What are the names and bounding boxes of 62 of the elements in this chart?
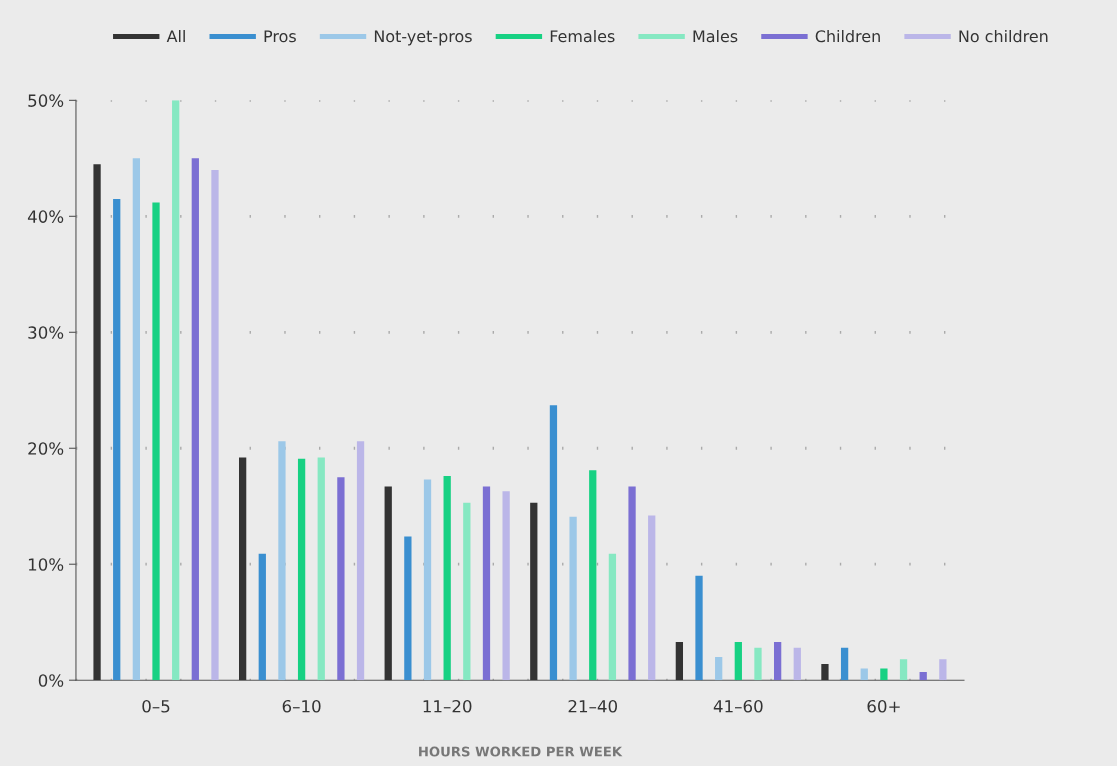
legend-label: Females <box>550 29 615 43</box>
bar <box>569 516 577 681</box>
bar <box>317 457 325 681</box>
bar <box>530 502 538 681</box>
bar <box>152 202 160 681</box>
legend-label: Children <box>815 29 880 43</box>
legend-label: All <box>166 29 185 43</box>
bar <box>840 647 849 681</box>
bar <box>443 476 451 681</box>
bar <box>211 169 219 681</box>
x-axis-title: HOURS WORKED PER WEEK <box>419 746 623 757</box>
bar <box>793 647 801 681</box>
bar <box>608 553 617 681</box>
bar <box>384 486 392 681</box>
bar <box>589 470 597 681</box>
x-tick-label: 60+ <box>867 699 900 713</box>
bar <box>821 663 829 681</box>
bar <box>773 641 782 681</box>
bar <box>880 668 888 681</box>
bar <box>919 672 927 681</box>
bar <box>695 575 703 681</box>
x-tick-label: 0–5 <box>142 699 170 713</box>
bar <box>93 164 101 681</box>
bar <box>423 479 432 681</box>
bar <box>113 198 121 681</box>
legend-label: Males <box>693 29 738 43</box>
legend-label: No children <box>959 29 1048 43</box>
bar <box>648 515 656 681</box>
bar <box>715 657 723 681</box>
bar <box>549 405 558 681</box>
bar <box>191 158 199 681</box>
bar <box>463 502 471 681</box>
bar <box>278 441 286 681</box>
y-tick-label: 40% <box>27 210 64 223</box>
bar <box>239 457 247 681</box>
legend-label: Pros <box>264 30 296 43</box>
legend-label: Not-yet-pros <box>374 30 472 46</box>
bar <box>939 659 947 681</box>
bar <box>734 641 742 681</box>
bar <box>297 458 306 681</box>
bar <box>172 100 180 681</box>
bar <box>502 491 510 681</box>
bar <box>482 486 491 681</box>
bar <box>628 486 636 681</box>
x-tick-label: 11–20 <box>423 699 472 713</box>
bar <box>132 158 141 681</box>
y-tick-label: 50% <box>28 94 64 107</box>
y-tick-label: 10% <box>28 558 64 571</box>
bar <box>860 668 868 681</box>
bar <box>675 641 684 681</box>
x-tick-label: 6–10 <box>282 699 321 713</box>
y-tick-label: 30% <box>28 326 64 339</box>
bar <box>258 553 266 681</box>
bar <box>356 441 365 681</box>
bar <box>337 477 345 681</box>
bar <box>404 536 412 681</box>
y-tick-label: 20% <box>28 442 64 455</box>
bar <box>899 659 908 681</box>
x-tick-label: 41–60 <box>713 699 763 713</box>
bar <box>754 647 762 681</box>
y-tick-label: 0% <box>38 674 64 687</box>
x-tick-label: 21–40 <box>568 699 618 713</box>
